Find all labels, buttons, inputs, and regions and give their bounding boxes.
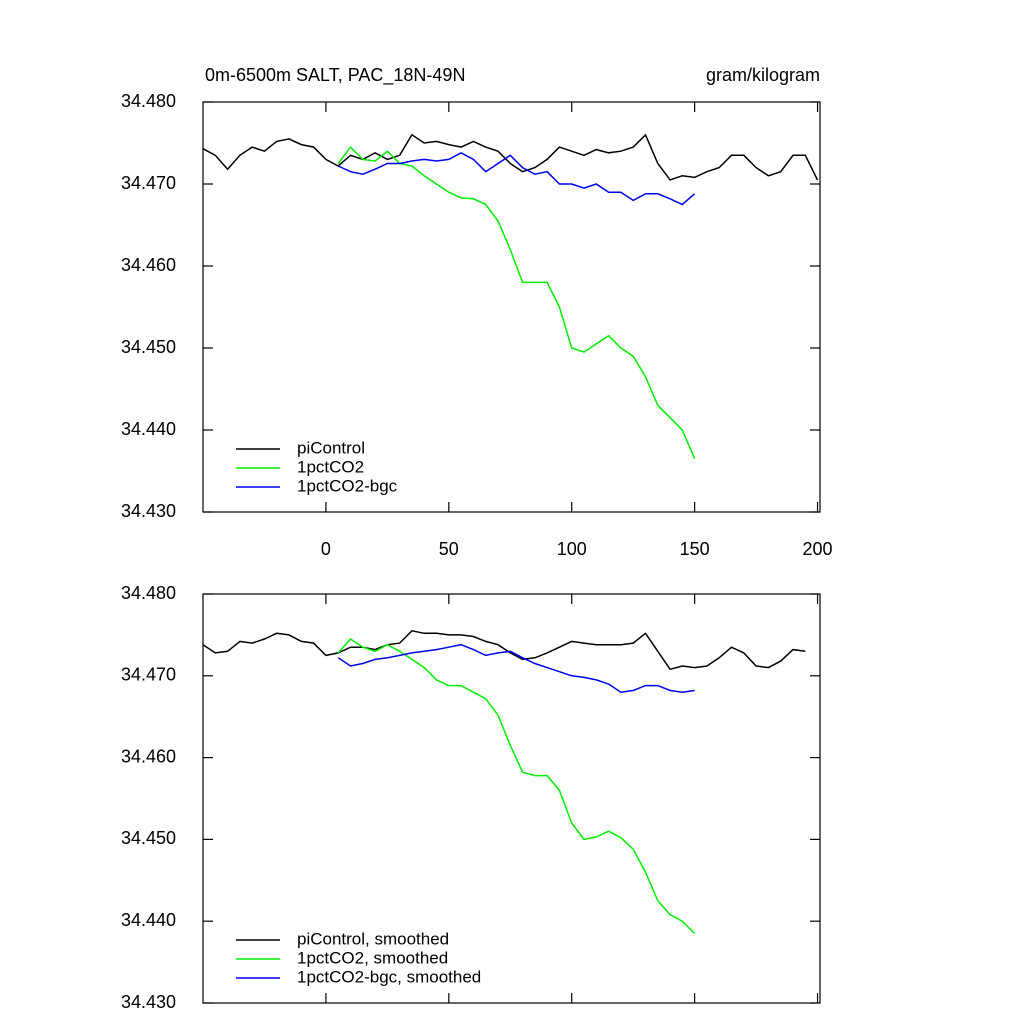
legend-label: 1pctCO2-bgc, smoothed [297,967,481,986]
y-tick-label: 34.430 [121,501,176,521]
x-tick-label: 50 [439,539,459,559]
legend-label: 1pctCO2 [297,457,364,476]
y-tick-label: 34.460 [121,255,176,275]
y-tick-label: 34.440 [121,419,176,439]
legend-label: piControl, smoothed [297,929,449,948]
data-line [202,629,806,671]
y-tick-label: 34.440 [121,910,176,930]
y-tick-label: 34.460 [121,746,176,766]
data-line [337,151,696,206]
data-line [337,638,696,935]
y-tick-label: 34.470 [121,665,176,685]
chart-title: 0m-6500m SALT, PAC_18N-49N [205,65,465,86]
y-tick-label: 34.450 [121,337,176,357]
data-line [337,643,695,693]
y-tick-label: 34.470 [121,173,176,193]
units-label: gram/kilogram [706,65,820,85]
x-tick-label: 0 [321,539,331,559]
plot-frame [202,101,821,513]
legend-label: piControl [297,438,365,457]
y-tick-label: 34.480 [121,583,176,603]
data-line [337,145,696,459]
x-tick-label: 150 [680,539,710,559]
y-tick-label: 34.450 [121,828,176,848]
legend-label: 1pctCO2, smoothed [297,948,448,967]
y-tick-label: 34.480 [121,91,176,111]
plot-frame [202,593,821,1004]
x-tick-label: 200 [803,539,833,559]
x-tick-label: 100 [557,539,587,559]
legend-label: 1pctCO2-bgc [297,476,398,495]
data-line [202,133,819,181]
y-tick-label: 34.430 [121,992,176,1012]
